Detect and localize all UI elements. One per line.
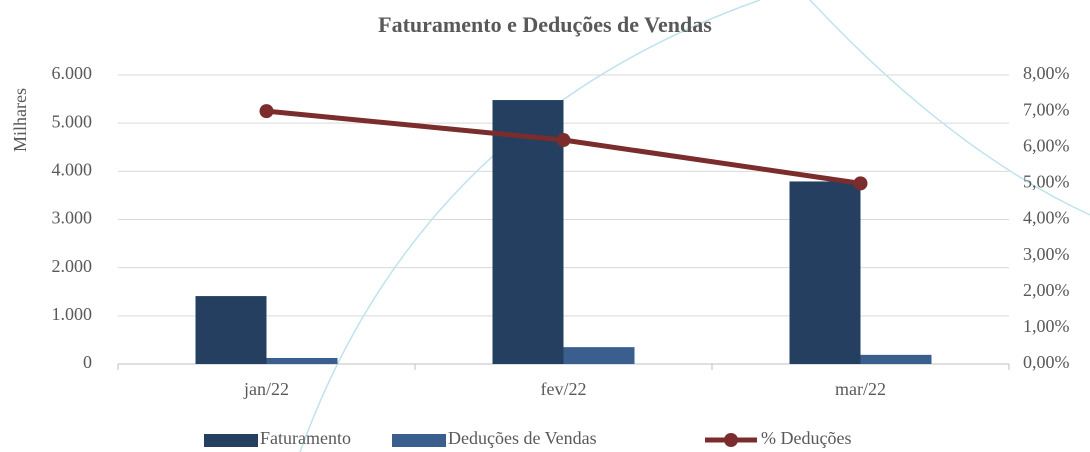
bar bbox=[860, 354, 932, 364]
point bbox=[556, 133, 571, 148]
bar bbox=[789, 181, 861, 364]
y2-tick-label: 7,00% bbox=[1023, 99, 1070, 119]
decor-arc bbox=[299, 0, 761, 452]
bar bbox=[492, 100, 564, 365]
y-tick-label: 6.000 bbox=[52, 63, 93, 83]
y-tick-label: 2.000 bbox=[52, 256, 93, 276]
y2-tick-label: 5,00% bbox=[1023, 172, 1070, 192]
y2-tick-label: 8,00% bbox=[1023, 63, 1070, 83]
y-tick-label: 3.000 bbox=[52, 208, 93, 228]
y2-tick-label: 2,00% bbox=[1023, 280, 1070, 300]
y-tick-label: 5.000 bbox=[52, 111, 93, 131]
chart-title: Faturamento e Deduções de Vendas bbox=[378, 12, 712, 37]
y2-tick-label: 6,00% bbox=[1023, 135, 1070, 155]
legend-swatch bbox=[724, 433, 738, 447]
y2-tick-label: 3,00% bbox=[1023, 244, 1070, 264]
legend-label: Faturamento bbox=[260, 428, 351, 448]
point bbox=[259, 104, 274, 119]
legend-swatch bbox=[392, 434, 446, 447]
y-axis-label: Milhares bbox=[10, 88, 30, 152]
legend-swatch bbox=[204, 434, 258, 447]
bar bbox=[195, 296, 267, 364]
x-tick-label: mar/22 bbox=[835, 379, 886, 399]
y2-tick-label: 4,00% bbox=[1023, 208, 1070, 228]
bar bbox=[563, 347, 635, 364]
y2-tick-label: 1,00% bbox=[1023, 316, 1070, 336]
x-tick-label: fev/22 bbox=[541, 379, 587, 399]
legend-label: Deduções de Vendas bbox=[448, 428, 597, 448]
y2-tick-label: 0,00% bbox=[1023, 352, 1070, 372]
y-tick-label: 0 bbox=[83, 352, 92, 372]
x-tick-label: jan/22 bbox=[243, 379, 289, 399]
y-tick-label: 1.000 bbox=[52, 304, 93, 324]
decor-arc bbox=[809, 0, 1090, 216]
y-tick-label: 4.000 bbox=[52, 159, 93, 179]
bar bbox=[266, 357, 338, 364]
legend-label: % Deduções bbox=[761, 428, 851, 448]
point bbox=[853, 176, 868, 191]
